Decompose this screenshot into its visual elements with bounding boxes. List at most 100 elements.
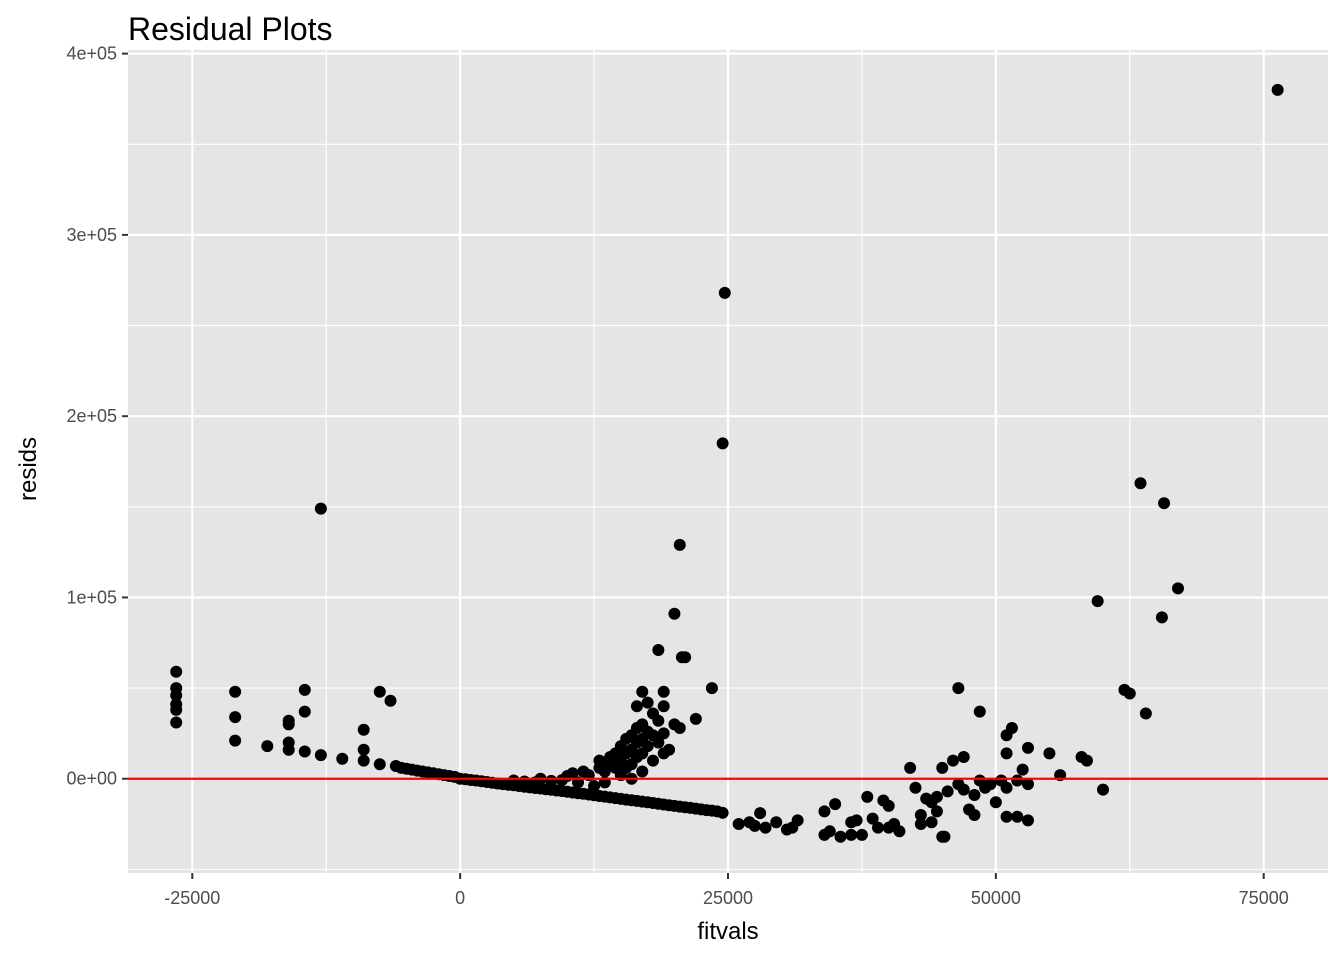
data-point [938, 830, 951, 843]
data-point [507, 774, 520, 787]
data-point [641, 740, 654, 753]
y-tick-label: 3e+05 [66, 225, 117, 245]
chart-title: Residual Plots [128, 11, 333, 47]
data-point [298, 745, 311, 758]
data-point [930, 790, 943, 803]
data-point [947, 754, 959, 767]
x-tick-label: -25000 [164, 888, 220, 908]
y-tick-label: 2e+05 [66, 406, 117, 426]
data-point [829, 798, 842, 811]
data-point [914, 818, 927, 831]
data-point [1011, 810, 1024, 823]
y-tick-label: 0e+00 [66, 769, 117, 789]
data-point [229, 711, 242, 724]
data-point [229, 734, 242, 747]
data-point [652, 736, 665, 749]
data-point [732, 818, 745, 831]
data-point [545, 774, 558, 787]
x-axis: -25000 0 25000 50000 75000 [164, 873, 1289, 908]
data-point [657, 727, 670, 740]
y-tick-label: 1e+05 [66, 587, 117, 607]
data-point [893, 825, 906, 838]
data-point [518, 775, 531, 788]
data-point [1022, 778, 1034, 791]
data-point [1022, 741, 1034, 754]
data-point [872, 821, 884, 834]
data-point [1080, 754, 1093, 767]
data-point [373, 758, 386, 771]
data-point [636, 685, 649, 698]
y-tick-label: 4e+05 [66, 44, 117, 64]
data-point [770, 816, 783, 829]
data-point [1172, 582, 1184, 595]
data-point [973, 705, 986, 718]
data-point [1043, 747, 1056, 760]
data-point [823, 825, 836, 838]
data-point [357, 754, 370, 767]
x-tick-label: 0 [455, 888, 465, 908]
data-point [282, 743, 295, 756]
data-point [957, 783, 970, 796]
x-tick-label: 25000 [703, 888, 753, 908]
data-point [668, 607, 681, 620]
data-point [1000, 781, 1013, 794]
data-point [636, 765, 649, 778]
x-tick-label: 75000 [1239, 888, 1289, 908]
data-point [941, 785, 954, 798]
data-point [170, 689, 183, 702]
data-point [818, 805, 831, 818]
data-point [791, 814, 804, 827]
data-point [298, 683, 311, 696]
data-point [298, 705, 311, 718]
data-point [282, 718, 295, 731]
data-point [566, 767, 579, 780]
data-point [914, 808, 927, 821]
data-point [984, 778, 997, 791]
data-point [170, 665, 183, 678]
data-point [673, 721, 686, 734]
data-point [1123, 687, 1136, 700]
data-point [384, 694, 397, 707]
data-point [1016, 763, 1029, 776]
data-point [229, 685, 242, 698]
data-point [861, 790, 874, 803]
data-point [1139, 707, 1152, 720]
data-point [657, 685, 670, 698]
data-point [261, 740, 274, 753]
data-point [1005, 721, 1018, 734]
data-point [1000, 747, 1013, 760]
data-point [1022, 814, 1034, 827]
data-point [647, 754, 659, 767]
data-point [855, 828, 868, 841]
data-point [850, 814, 863, 827]
data-point [957, 750, 970, 763]
data-point [170, 703, 183, 716]
data-point [759, 821, 772, 834]
data-point [652, 644, 665, 657]
data-point [705, 682, 718, 695]
data-point [336, 752, 349, 765]
data-point [357, 723, 370, 736]
data-point [588, 779, 601, 792]
data-point [689, 712, 702, 725]
data-point [357, 743, 370, 756]
data-point [641, 696, 654, 709]
data-point [930, 805, 943, 818]
data-point [925, 816, 938, 829]
x-tick-label: 50000 [971, 888, 1021, 908]
data-point [716, 437, 729, 450]
data-point [716, 806, 729, 819]
data-point [314, 749, 327, 762]
data-point [866, 812, 879, 825]
data-point [968, 789, 981, 802]
data-point [630, 700, 643, 713]
data-point [657, 700, 670, 713]
data-point [1134, 477, 1147, 490]
data-point [936, 761, 949, 774]
data-point [989, 796, 1002, 809]
data-point [909, 781, 922, 794]
data-point [882, 799, 895, 812]
data-point [968, 808, 981, 821]
